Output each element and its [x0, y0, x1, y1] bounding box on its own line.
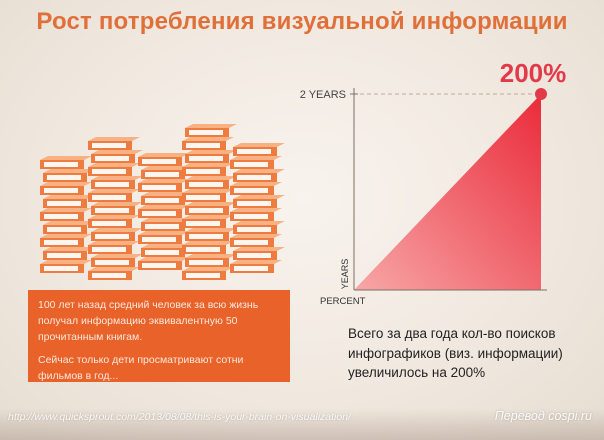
book [88, 163, 140, 176]
source-link[interactable]: http://www.quicksprout.com/2013/08/08/th… [8, 411, 351, 423]
y-axis-label: YEARS [340, 259, 350, 290]
book [138, 179, 190, 192]
book [88, 215, 140, 228]
book [91, 150, 143, 163]
growth-chart: 200% 2 YEARS PERCENT YEARS [276, 56, 594, 318]
book [230, 156, 282, 169]
book [91, 228, 143, 241]
translation-credit: Перевод cospi.ru [494, 409, 592, 423]
book [233, 221, 285, 234]
book [233, 247, 285, 260]
info-textbox: 100 лет назад средний человек за всю жиз… [28, 290, 290, 382]
book [43, 221, 95, 234]
book [233, 143, 285, 156]
book [182, 163, 234, 176]
book [91, 254, 143, 267]
book [91, 202, 143, 215]
chart-svg: 200% 2 YEARS PERCENT YEARS [300, 58, 567, 307]
book [182, 241, 234, 254]
book [40, 208, 92, 221]
growth-area [354, 94, 541, 290]
book [43, 247, 95, 260]
footer-bar [0, 408, 604, 440]
book [141, 192, 193, 205]
book [138, 257, 190, 270]
book [40, 182, 92, 195]
data-point [535, 88, 547, 100]
book [138, 231, 190, 244]
book [40, 156, 92, 169]
point-label: 200% [500, 58, 567, 88]
book [138, 205, 190, 218]
book [185, 202, 237, 215]
book [185, 176, 237, 189]
info-text-2: Сейчас только дети просматривают сотни ф… [38, 354, 244, 382]
book [43, 169, 95, 182]
book [138, 153, 190, 166]
book [91, 176, 143, 189]
book [141, 244, 193, 257]
book [230, 234, 282, 247]
x-axis-label: PERCENT [320, 296, 366, 307]
book [141, 166, 193, 179]
book [230, 208, 282, 221]
book [88, 241, 140, 254]
books-illustration [30, 95, 300, 290]
book [185, 228, 237, 241]
book [88, 267, 140, 280]
info-text-1: 100 лет назад средний человек за всю жиз… [38, 299, 259, 343]
book [88, 137, 140, 150]
book [230, 182, 282, 195]
y-tick-label: 2 YEARS [300, 89, 346, 101]
book [182, 215, 234, 228]
book [88, 189, 140, 202]
book [233, 195, 285, 208]
book [230, 260, 282, 273]
book [40, 260, 92, 273]
book [182, 137, 234, 150]
book [43, 195, 95, 208]
book [141, 218, 193, 231]
book [185, 124, 237, 137]
chart-caption: Всего за два года кол-во поисков инфогра… [348, 326, 563, 381]
books-icon [40, 124, 285, 280]
book [182, 189, 234, 202]
book [182, 267, 234, 280]
book [40, 234, 92, 247]
book [233, 169, 285, 182]
page-title: Рост потребления визуальной информации [36, 8, 568, 35]
book [185, 150, 237, 163]
book [185, 254, 237, 267]
